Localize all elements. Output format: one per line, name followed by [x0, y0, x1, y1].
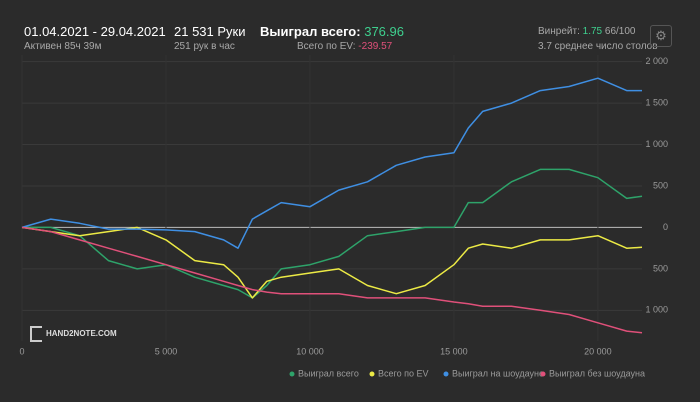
series-line [21, 226, 643, 334]
x-tick-label: 5 000 [155, 346, 178, 356]
won-block: Выиграл всего: 376.96 [260, 24, 404, 39]
hands: 21 531 Руки [174, 24, 246, 39]
legend-label: Выиграл без шоудауна [549, 368, 645, 378]
y-tick-label: 0 [663, 222, 668, 232]
legend-label: Выиграл всего [298, 368, 359, 378]
legend-swatch [443, 371, 449, 377]
ev-block: Всего по EV: -239.57 [297, 41, 392, 52]
winrate-block: Винрейт: 1.75 66/100 [538, 26, 635, 37]
x-tick-label: 15 000 [440, 346, 468, 356]
active-time: Активен 85ч 39м [24, 41, 102, 52]
y-tick-label: 1 000 [645, 139, 668, 149]
won-value: 376.96 [364, 24, 404, 39]
winrate-unit: 66/100 [604, 26, 636, 37]
y-tick-label: 1 500 [645, 97, 668, 107]
settings-button[interactable]: ⚙ [650, 25, 672, 47]
logo-text: HAND2NOTE.COM [46, 329, 117, 339]
y-tick-label: 2 000 [645, 56, 668, 66]
legend-swatch [289, 371, 295, 377]
ev-label: Всего по EV: [297, 41, 356, 52]
series-line [21, 77, 642, 249]
ev-value: -239.57 [358, 41, 393, 52]
tables: 3.7 среднее число столов [538, 41, 658, 52]
y-tick-label: 500 [653, 180, 668, 190]
winrate-label: Винрейт: [538, 26, 580, 37]
legend-label: Всего по EV [378, 368, 428, 378]
x-tick-label: 0 [19, 346, 24, 356]
legend-swatch [540, 371, 546, 377]
logo: HAND2NOTE.COM [30, 326, 117, 342]
y-tick-label: 500 [653, 263, 668, 273]
series-line [22, 168, 643, 299]
x-tick-label: 10 000 [296, 346, 324, 356]
hands-per-hour: 251 рук в час [174, 41, 235, 52]
winrate-value: 1.75 [582, 26, 603, 37]
x-tick-label: 20 000 [584, 346, 612, 356]
legend-label: Выиграл на шоудауне [452, 368, 544, 378]
legend-swatch [369, 371, 375, 377]
won-label: Выиграл всего: [260, 24, 361, 39]
date-range: 01.04.2021 - 29.04.2021 [24, 24, 166, 39]
y-tick-label: 1 000 [645, 305, 668, 315]
